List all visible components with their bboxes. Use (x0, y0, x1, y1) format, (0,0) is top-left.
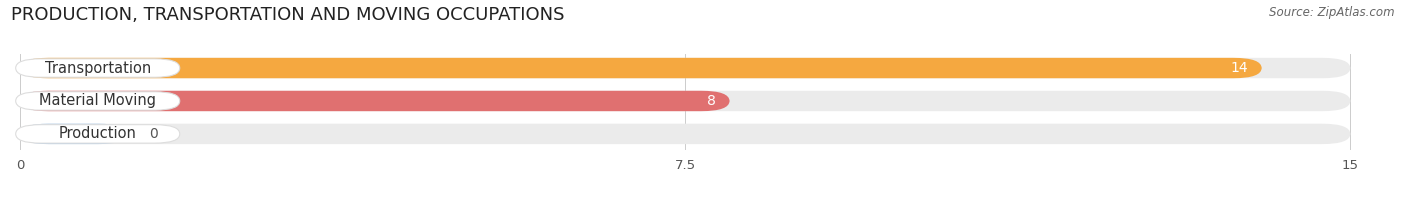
Text: PRODUCTION, TRANSPORTATION AND MOVING OCCUPATIONS: PRODUCTION, TRANSPORTATION AND MOVING OC… (11, 6, 565, 24)
FancyBboxPatch shape (20, 91, 1350, 111)
FancyBboxPatch shape (15, 92, 180, 110)
Text: Material Moving: Material Moving (39, 93, 156, 109)
Text: Transportation: Transportation (45, 60, 150, 75)
FancyBboxPatch shape (20, 124, 127, 144)
FancyBboxPatch shape (15, 59, 180, 77)
FancyBboxPatch shape (20, 124, 1350, 144)
Text: 0: 0 (149, 127, 157, 141)
FancyBboxPatch shape (20, 58, 1261, 78)
Text: Source: ZipAtlas.com: Source: ZipAtlas.com (1270, 6, 1395, 19)
FancyBboxPatch shape (15, 125, 180, 143)
Text: Production: Production (59, 126, 136, 141)
FancyBboxPatch shape (20, 91, 730, 111)
FancyBboxPatch shape (20, 58, 1350, 78)
Text: 8: 8 (707, 94, 716, 108)
Text: 14: 14 (1230, 61, 1249, 75)
